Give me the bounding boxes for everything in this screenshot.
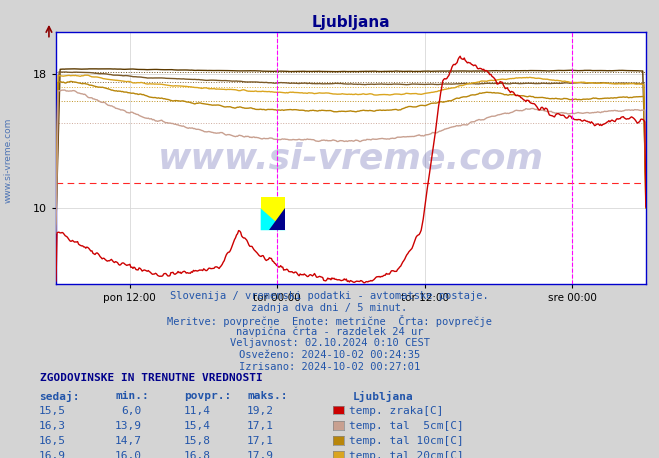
Title: Ljubljana: Ljubljana — [312, 15, 390, 29]
Text: 17,1: 17,1 — [246, 421, 273, 431]
Text: temp. tal 10cm[C]: temp. tal 10cm[C] — [349, 436, 464, 446]
Text: povpr.:: povpr.: — [185, 391, 232, 401]
Text: 16,8: 16,8 — [184, 451, 211, 458]
Text: 6,0: 6,0 — [121, 406, 142, 416]
Text: Ljubljana: Ljubljana — [353, 391, 413, 402]
Text: min.:: min.: — [115, 391, 149, 401]
Text: www.si-vreme.com: www.si-vreme.com — [158, 141, 544, 175]
Polygon shape — [270, 208, 285, 230]
Text: 16,9: 16,9 — [39, 451, 66, 458]
Text: ZGODOVINSKE IN TRENUTNE VREDNOSTI: ZGODOVINSKE IN TRENUTNE VREDNOSTI — [40, 373, 262, 383]
Text: maks.:: maks.: — [247, 391, 287, 401]
Text: Slovenija / vremenski podatki - avtomatske postaje.: Slovenija / vremenski podatki - avtomats… — [170, 291, 489, 301]
Polygon shape — [261, 208, 285, 230]
Text: 17,9: 17,9 — [246, 451, 273, 458]
Text: Veljavnost: 02.10.2024 0:10 CEST: Veljavnost: 02.10.2024 0:10 CEST — [229, 338, 430, 349]
Text: Meritve: povprečne  Enote: metrične  Črta: povprečje: Meritve: povprečne Enote: metrične Črta:… — [167, 315, 492, 327]
Text: temp. tal 20cm[C]: temp. tal 20cm[C] — [349, 451, 464, 458]
Bar — [261, 196, 285, 230]
Text: temp. tal  5cm[C]: temp. tal 5cm[C] — [349, 421, 464, 431]
Text: 14,7: 14,7 — [115, 436, 142, 446]
Text: 16,0: 16,0 — [115, 451, 142, 458]
Text: 11,4: 11,4 — [184, 406, 211, 416]
Text: www.si-vreme.com: www.si-vreme.com — [3, 118, 13, 203]
Text: temp. zraka[C]: temp. zraka[C] — [349, 406, 444, 416]
Text: 15,4: 15,4 — [184, 421, 211, 431]
Text: sedaj:: sedaj: — [40, 391, 80, 402]
Text: 16,5: 16,5 — [39, 436, 66, 446]
Text: 19,2: 19,2 — [246, 406, 273, 416]
Text: navpična črta - razdelek 24 ur: navpična črta - razdelek 24 ur — [236, 327, 423, 337]
Text: Osveženo: 2024-10-02 00:24:35: Osveženo: 2024-10-02 00:24:35 — [239, 350, 420, 360]
Text: 13,9: 13,9 — [115, 421, 142, 431]
Text: Izrisano: 2024-10-02 00:27:01: Izrisano: 2024-10-02 00:27:01 — [239, 362, 420, 372]
Text: zadnja dva dni / 5 minut.: zadnja dva dni / 5 minut. — [251, 303, 408, 313]
Text: 15,8: 15,8 — [184, 436, 211, 446]
Text: 16,3: 16,3 — [39, 421, 66, 431]
Text: 15,5: 15,5 — [39, 406, 66, 416]
Text: 17,1: 17,1 — [246, 436, 273, 446]
